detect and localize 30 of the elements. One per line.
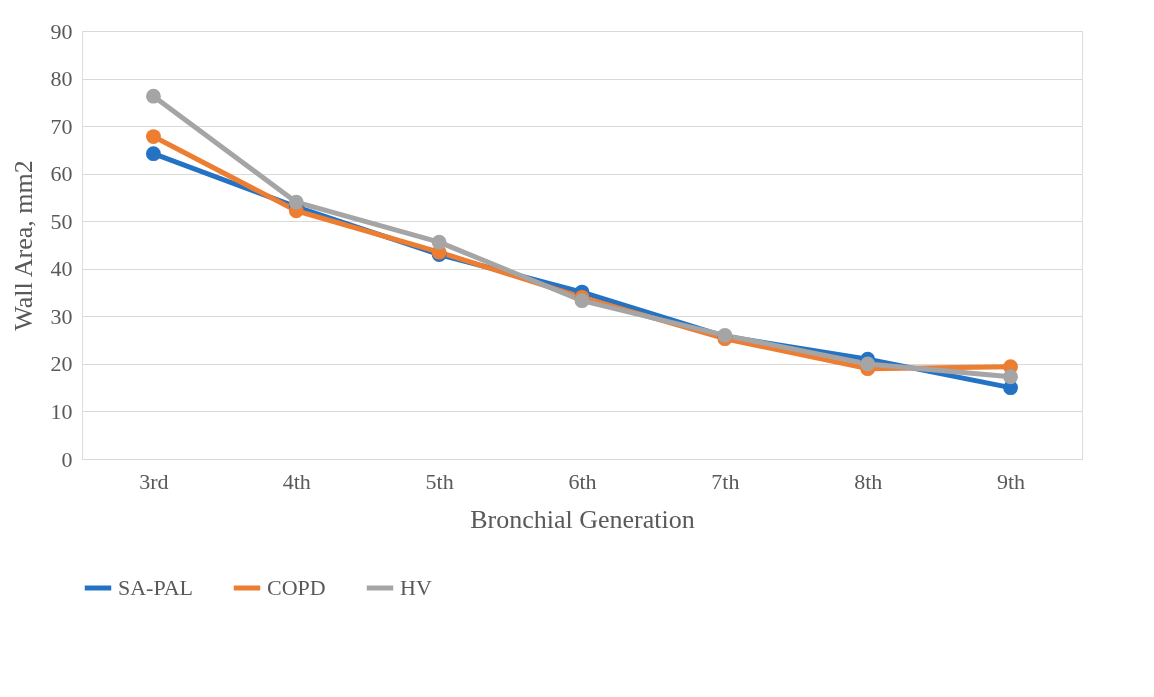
point	[574, 293, 590, 309]
x-tick-label: 4th	[282, 468, 311, 494]
point	[146, 88, 161, 104]
point	[146, 129, 161, 144]
y-tick-label: 20	[50, 351, 73, 377]
y-tick-label: 80	[50, 66, 73, 92]
point	[146, 146, 161, 162]
x-axis-title: Bronchial Generation	[470, 504, 695, 534]
y-tick-label: 70	[50, 113, 73, 139]
legend-label: HV	[400, 575, 432, 600]
x-tick-label: 5th	[425, 468, 454, 494]
legend-label: SA-PAL	[118, 575, 193, 600]
legend-label: COPD	[267, 575, 326, 600]
y-tick-label: 50	[50, 208, 73, 234]
y-tick-label: 40	[50, 256, 73, 282]
y-axis-title: Wall Area, mm2	[8, 160, 38, 331]
x-tick-label: 7th	[711, 468, 740, 494]
y-tick-label: 10	[50, 398, 73, 424]
y-tick-label: 60	[50, 161, 73, 187]
x-tick-label: 8th	[854, 468, 883, 494]
point	[860, 356, 876, 372]
point	[288, 194, 304, 210]
point	[431, 234, 447, 250]
y-tick-label: 90	[50, 18, 73, 44]
point	[1003, 369, 1018, 385]
x-tick-label: 3rd	[139, 468, 169, 494]
x-tick-label: 9th	[997, 468, 1026, 494]
y-tick-label: 0	[61, 446, 73, 472]
y-tick-label: 30	[50, 303, 73, 329]
x-tick-label: 6th	[568, 468, 597, 494]
